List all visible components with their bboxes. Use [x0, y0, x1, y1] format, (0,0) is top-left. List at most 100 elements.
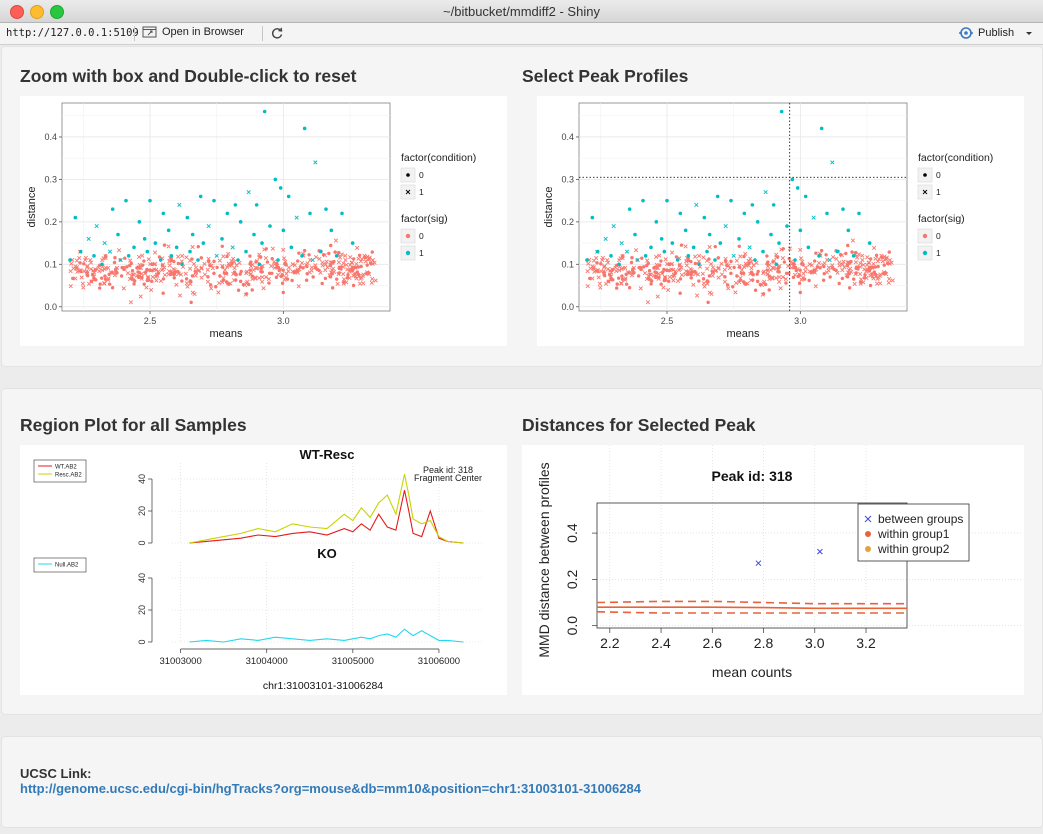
point-sig0-cond1 — [344, 280, 349, 285]
point-sig1-cond0 — [73, 215, 78, 220]
distance-plot-title: Peak id: 318 — [712, 468, 793, 484]
point-sig1-cond0 — [166, 228, 171, 233]
point-sig0-cond0 — [636, 274, 641, 278]
point-sig0-cond1 — [884, 255, 889, 260]
point-sig0-cond1 — [854, 255, 860, 260]
point-sig0-cond0 — [822, 271, 826, 276]
point-sig0-cond1 — [780, 274, 786, 280]
point-sig0-cond1 — [341, 277, 347, 282]
zoom-window-button[interactable] — [50, 5, 64, 19]
point-sig0-cond1 — [596, 275, 601, 280]
point-sig0-cond1 — [701, 281, 706, 286]
point-sig1-cond1 — [763, 190, 768, 195]
point-sig0-cond1 — [691, 282, 696, 287]
point-sig0-cond1 — [722, 279, 728, 284]
point-sig0-cond1 — [323, 267, 328, 273]
point-sig0-cond1 — [801, 271, 806, 276]
zoom-scatter-plot[interactable]: 0.0 0.1 0.2 0.3 0.4 2.5 3.0 means distance factor… — [20, 96, 507, 346]
legend-dot-symbol — [406, 173, 410, 177]
point-sig0-cond0 — [224, 280, 229, 284]
select-scatter-plot[interactable]: 0.0 0.1 0.2 0.3 0.4 2.5 3.0 means distance factor… — [537, 96, 1024, 346]
point-sig0-cond1 — [243, 292, 248, 297]
point-sig0-cond0 — [220, 244, 224, 248]
point-sig0-cond0 — [887, 250, 891, 254]
point-sig0-cond0 — [646, 261, 650, 266]
x-tick-label: 2.6 — [703, 635, 723, 651]
point-sig0-cond1 — [719, 261, 724, 267]
point-sig0-cond1 — [767, 262, 772, 267]
point-sig0-cond1 — [737, 263, 742, 269]
point-sig0-cond0 — [624, 282, 629, 286]
point-sig0-cond1 — [670, 267, 676, 273]
point-sig0-cond0 — [107, 282, 112, 286]
point-sig0-cond1 — [272, 265, 277, 270]
dropdown-arrow-icon[interactable] — [1024, 29, 1034, 37]
point-sig0-cond1 — [605, 258, 610, 263]
point-sig1-cond1 — [619, 240, 624, 246]
point-sig0-cond0 — [320, 281, 324, 286]
point-sig0-cond1 — [83, 255, 89, 260]
point-sig0-cond0 — [225, 254, 229, 259]
point-sig0-cond1 — [705, 281, 710, 286]
point-sig0-cond0 — [667, 268, 671, 273]
point-sig0-cond1 — [166, 269, 172, 274]
point-sig0-cond0 — [129, 261, 133, 266]
legend-condition-label: 1 — [419, 187, 424, 197]
point-sig0-cond1 — [313, 263, 318, 268]
point-sig0-cond1 — [824, 270, 829, 275]
y-tick-label: 0.0 — [561, 302, 574, 312]
point-sig0-cond0 — [876, 264, 880, 269]
point-sig1-cond0 — [92, 254, 96, 258]
point-sig0-cond0 — [854, 271, 858, 275]
point-sig1-cond0 — [707, 232, 712, 237]
point-sig0-cond1 — [830, 254, 836, 260]
point-sig0-cond1 — [676, 267, 681, 273]
refresh-button[interactable] — [270, 26, 284, 40]
point-sig1-cond0 — [190, 232, 195, 237]
publish-button[interactable]: Publish — [958, 26, 1034, 40]
point-sig0-cond0 — [689, 259, 693, 264]
point-sig0-cond0 — [751, 278, 755, 282]
point-sig0-cond0 — [815, 265, 820, 269]
point-sig0-cond1 — [244, 269, 249, 274]
point-sig0-cond0 — [765, 254, 769, 258]
coverage-line-WT.AB2 — [189, 490, 464, 544]
point-sig1-cond0 — [308, 211, 312, 216]
open-in-browser-button[interactable]: Open in Browser — [142, 26, 244, 38]
point-sig1-cond0 — [750, 203, 755, 207]
point-sig0-cond0 — [160, 263, 165, 268]
x-tick-label: 31005000 — [332, 656, 374, 667]
point-sig1-cond0 — [795, 186, 800, 190]
point-sig0-cond1 — [220, 263, 225, 269]
point-sig1-cond0 — [670, 241, 675, 245]
point-sig0-cond1 — [740, 271, 745, 276]
select-scatter-svg[interactable]: 0.0 0.1 0.2 0.3 0.4 2.5 3.0 means distance factor… — [537, 96, 1024, 346]
legend-sig-label: 0 — [419, 231, 424, 241]
distance-plot-svg: Peak id: 318 0.0 0.2 0.4 2.2 2.4 2.6 2.8 3.0 3.2 m… — [536, 445, 1022, 680]
close-window-button[interactable] — [10, 5, 24, 19]
point-sig0-cond1 — [598, 285, 603, 290]
zoom-scatter-svg[interactable]: 0.0 0.1 0.2 0.3 0.4 2.5 3.0 means distance factor… — [20, 96, 507, 346]
y-tick-label: 0 — [137, 639, 147, 644]
point-sig1-cond1 — [635, 257, 640, 263]
point-sig0-cond0 — [797, 281, 802, 285]
x-axis-label: means — [726, 328, 760, 340]
point-sig0-cond1 — [336, 260, 342, 265]
app-url[interactable]: http://127.0.0.1:5109 — [6, 27, 139, 39]
ucsc-link[interactable]: http://genome.ucsc.edu/cgi-bin/hgTracks?… — [20, 781, 641, 796]
point-sig0-cond1 — [613, 265, 618, 270]
point-sig0-cond1 — [813, 284, 818, 289]
point-sig0-cond1 — [841, 259, 846, 264]
point-sig0-cond1 — [659, 271, 665, 276]
point-sig0-cond0 — [725, 263, 729, 268]
point-sig1-cond0 — [771, 203, 776, 207]
point-sig0-cond1 — [359, 275, 364, 280]
point-sig1-cond0 — [220, 237, 224, 241]
point-sig0-cond1 — [167, 259, 172, 264]
point-sig0-cond1 — [128, 300, 134, 305]
minimize-window-button[interactable] — [30, 5, 44, 19]
point-sig0-cond0 — [141, 263, 145, 267]
point-sig0-cond0 — [365, 263, 369, 267]
point-sig0-cond1 — [601, 265, 607, 270]
legend-sig-title: factor(sig) — [918, 213, 965, 225]
